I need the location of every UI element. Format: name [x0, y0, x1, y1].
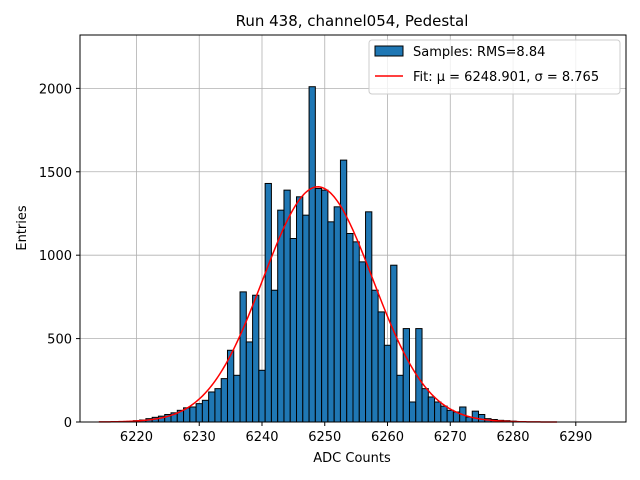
x-tick-label: 6220	[120, 430, 153, 445]
histogram-bar	[314, 187, 323, 423]
histogram-bar	[408, 401, 417, 423]
histogram-bar	[383, 344, 392, 423]
histogram-bar	[239, 291, 247, 423]
x-tick-label: 6240	[245, 430, 278, 445]
histogram-bar	[289, 238, 298, 423]
legend-label-fit: Fit: μ = 6248.901, σ = 8.765	[413, 70, 599, 85]
x-tick-label: 6230	[183, 430, 216, 445]
histogram-bar	[390, 264, 398, 423]
histogram-bar	[233, 374, 241, 423]
plot-frame	[79, 34, 627, 423]
y-axis: 0 500 1000 1500 2000	[39, 82, 80, 431]
histogram-bar	[277, 209, 285, 423]
histogram-bar	[346, 233, 354, 423]
histogram-bar	[302, 214, 310, 423]
histogram-bar	[327, 221, 335, 423]
histogram-bar	[195, 403, 203, 423]
chart-title: Run 438, channel054, Pedestal	[236, 12, 469, 30]
histogram-bar	[371, 289, 379, 423]
y-tick-label: 2000	[39, 82, 72, 97]
histogram-bar	[208, 391, 216, 423]
histogram-bar	[308, 86, 316, 423]
histogram-bar	[396, 374, 404, 423]
histogram-bar	[270, 289, 279, 423]
histogram-bar	[421, 388, 429, 423]
x-axis-label: ADC Counts	[313, 451, 391, 466]
histogram-bar	[258, 369, 266, 423]
histogram-bar	[321, 189, 329, 423]
histogram-bar	[214, 388, 222, 423]
y-tick-label: 0	[64, 416, 72, 431]
histogram-bar	[446, 409, 454, 423]
legend-label-samples: Samples: RMS=8.84	[413, 45, 545, 60]
histogram-bar	[189, 406, 197, 423]
histogram-bar	[402, 328, 410, 423]
histogram-bar	[471, 410, 480, 423]
histogram-bar	[365, 211, 373, 423]
y-tick-label: 1500	[39, 166, 72, 181]
histogram-bar	[377, 311, 385, 423]
histogram-bar	[434, 401, 442, 423]
histogram-bar	[201, 399, 210, 423]
histogram-bars	[132, 86, 523, 423]
histogram-bar	[252, 294, 260, 423]
x-tick-label: 6280	[496, 430, 529, 445]
legend: Samples: RMS=8.84 Fit: μ = 6248.901, σ =…	[368, 39, 621, 95]
histogram-bar	[220, 378, 228, 423]
histogram-bar	[264, 182, 272, 423]
histogram-bar	[440, 405, 448, 423]
x-tick-label: 6290	[559, 430, 592, 445]
x-axis: 6220 6230 6240 6250 6260 6270 6280 6290	[120, 422, 592, 445]
y-tick-label: 500	[47, 333, 72, 348]
histogram-bar	[333, 206, 341, 423]
fit-curve	[98, 186, 557, 423]
x-tick-label: 6250	[308, 430, 341, 445]
legend-box	[368, 39, 621, 95]
histogram-bar	[226, 349, 235, 423]
legend-swatch-samples	[374, 45, 404, 57]
x-tick-label: 6270	[434, 430, 467, 445]
histogram-bar	[296, 196, 304, 423]
histogram-bar	[352, 241, 360, 423]
y-tick-label: 1000	[39, 249, 72, 264]
histogram-bar	[245, 341, 254, 423]
y-axis-label: Entries	[15, 205, 30, 251]
x-tick-label: 6260	[371, 430, 404, 445]
histogram-bar	[427, 396, 436, 423]
histogram-bar	[358, 261, 367, 423]
histogram-bar	[339, 159, 348, 423]
